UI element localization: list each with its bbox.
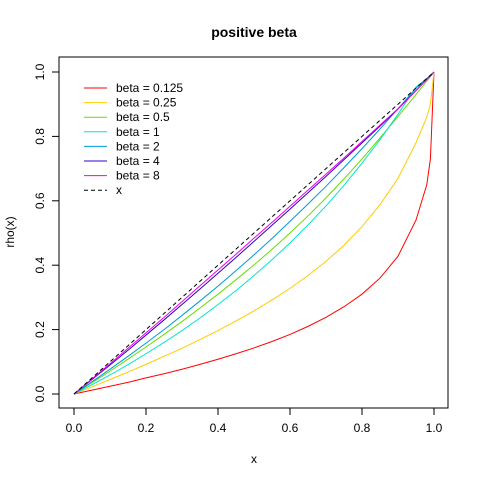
- series-lines: [73, 71, 435, 395]
- series-line-0: [73, 71, 435, 395]
- x-tick-label: 1.0: [426, 421, 443, 435]
- y-tick-label: 0.0: [33, 385, 47, 402]
- legend-label: beta = 0.5: [116, 110, 170, 124]
- series-line-7: [73, 71, 435, 395]
- x-tick-label: 0.2: [138, 421, 155, 435]
- series-line-1: [73, 71, 435, 395]
- y-tick-label: 0.6: [33, 192, 47, 209]
- y-tick-label: 0.8: [33, 128, 47, 145]
- x-tick-label: 0.0: [66, 421, 83, 435]
- legend-label: beta = 4: [116, 154, 160, 168]
- series-line-3: [73, 71, 435, 395]
- chart-title: positive beta: [211, 24, 297, 40]
- y-tick-label: 0.4: [33, 257, 47, 274]
- series-line-4: [73, 71, 435, 395]
- x-tick-label: 0.6: [282, 421, 299, 435]
- series-line-6: [73, 71, 435, 395]
- legend-label: x: [116, 183, 122, 197]
- y-tick-label: 0.2: [33, 321, 47, 338]
- legend-label: beta = 2: [116, 139, 160, 153]
- x-axis: 0.0 0.2 0.4 0.6 0.8 1.0: [66, 407, 443, 435]
- x-tick-label: 0.8: [354, 421, 371, 435]
- legend-label: beta = 8: [116, 169, 160, 183]
- x-tick-label: 0.4: [210, 421, 227, 435]
- y-axis: 0.0 0.2 0.4 0.6 0.8 1.0: [33, 63, 60, 402]
- legend-label: beta = 0.125: [116, 81, 183, 95]
- y-tick-label: 1.0: [33, 63, 47, 80]
- x-axis-title: x: [251, 452, 257, 466]
- y-axis-title: rho(x): [3, 216, 17, 247]
- series-line-2: [73, 71, 435, 395]
- legend-label: beta = 0.25: [116, 96, 177, 110]
- legend-label: beta = 1: [116, 125, 160, 139]
